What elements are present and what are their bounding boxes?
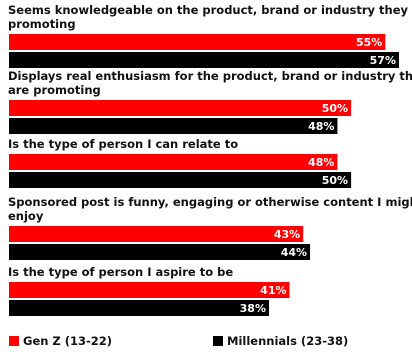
value-label: 44%: [281, 246, 307, 259]
bar-gen-z: [9, 226, 304, 242]
category-label: enjoy: [8, 209, 44, 223]
bar-gen-z: [9, 100, 352, 116]
bar-gen-z: [9, 34, 386, 50]
value-label: 50%: [322, 174, 348, 187]
bar-millennials: [9, 300, 269, 316]
category-label: promoting: [8, 17, 76, 31]
value-label: 38%: [240, 302, 266, 315]
category-label: Displays real enthusiasm for the product…: [8, 69, 412, 83]
value-label: 48%: [308, 120, 334, 133]
category-label: Is the type of person I aspire to be: [8, 265, 233, 279]
legend-label: Gen Z (13-22): [23, 334, 112, 348]
legend-swatch: [9, 336, 19, 346]
bar-millennials: [9, 118, 338, 134]
bar-millennials: [9, 52, 399, 68]
category-label: Is the type of person I can relate to: [8, 137, 238, 151]
value-label: 50%: [322, 102, 348, 115]
value-label: 57%: [370, 54, 396, 67]
bar-millennials: [9, 172, 352, 188]
value-label: 43%: [274, 228, 300, 241]
value-label: 41%: [260, 284, 286, 297]
category-label: Sponsored post is funny, engaging or oth…: [8, 195, 412, 209]
legend-label: Millennials (23-38): [227, 334, 348, 348]
category-label: are promoting: [8, 83, 101, 97]
legend-swatch: [213, 336, 223, 346]
category-label: Seems knowledgeable on the product, bran…: [8, 3, 412, 17]
bar-gen-z: [9, 154, 338, 170]
value-label: 55%: [356, 36, 382, 49]
bar-millennials: [9, 244, 311, 260]
bar-gen-z: [9, 282, 290, 298]
value-label: 48%: [308, 156, 334, 169]
